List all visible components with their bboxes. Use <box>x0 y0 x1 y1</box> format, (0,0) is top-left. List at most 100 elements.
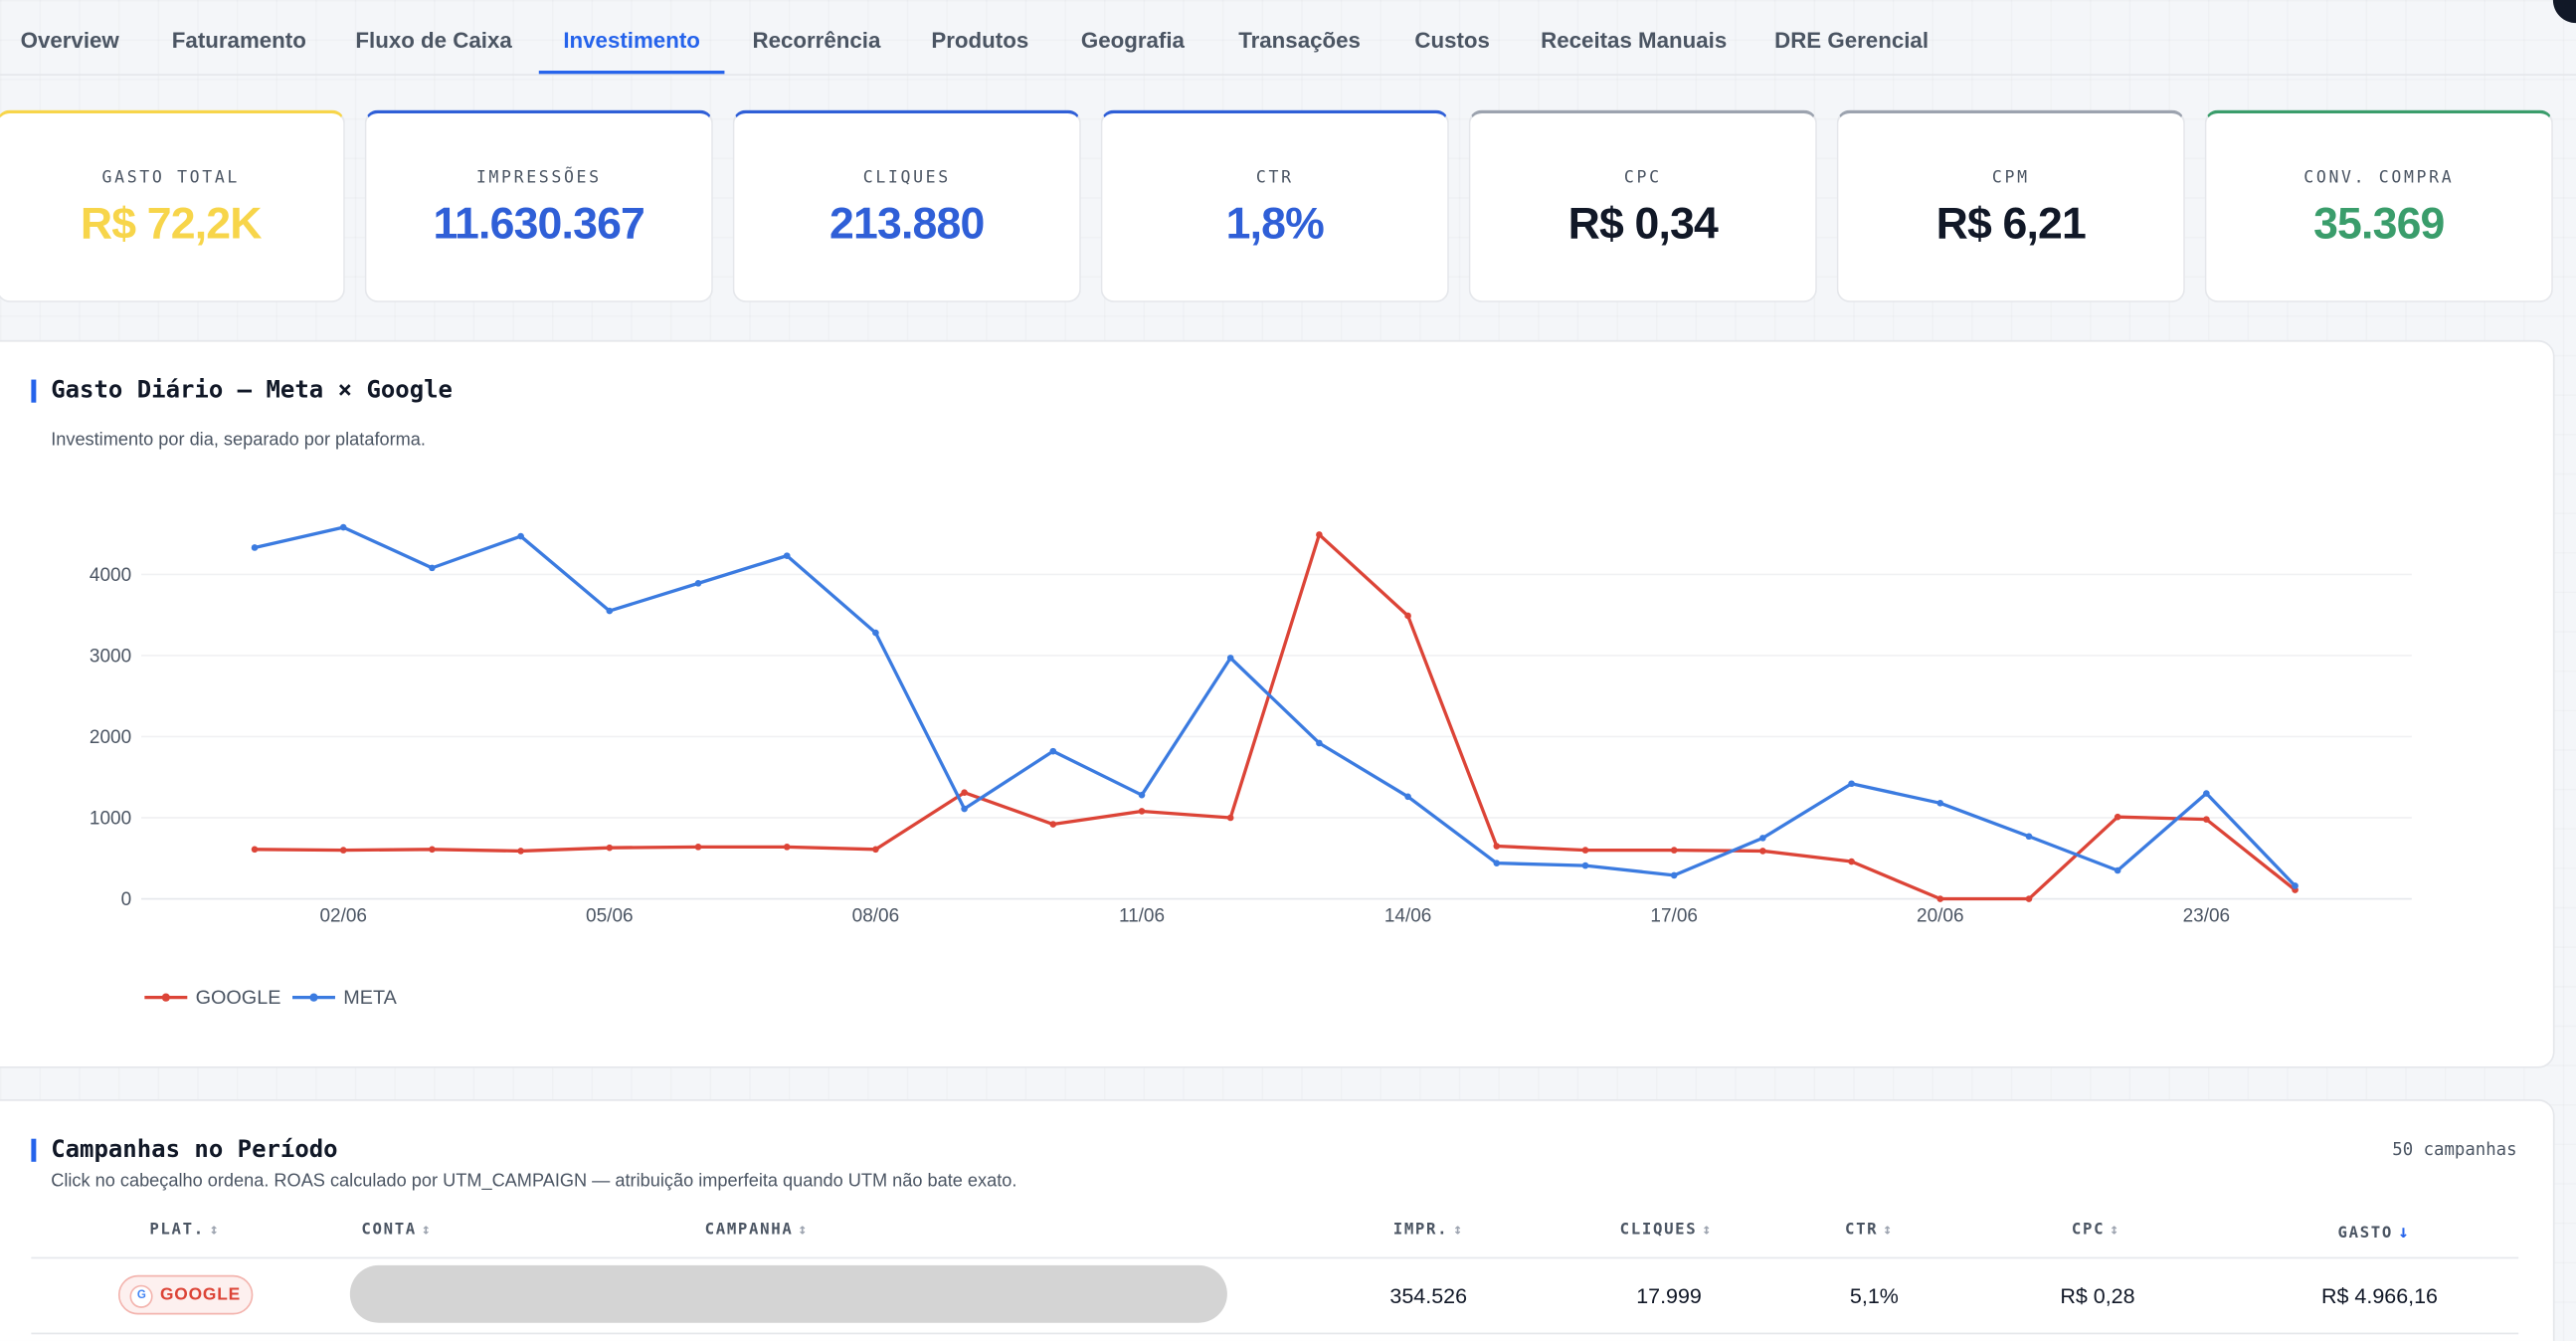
data-point-meta <box>1581 862 1589 869</box>
campaigns-subtitle: Click no cabeçalho ordena. ROAS calculad… <box>51 1171 1017 1192</box>
data-point-google <box>429 846 436 854</box>
col-header-gasto[interactable]: GASTO ↓ <box>2338 1221 2411 1242</box>
data-point-meta <box>2292 882 2299 889</box>
col-header-label: CTR <box>1844 1221 1879 1240</box>
kpi-value: R$ 6,21 <box>1935 198 2087 249</box>
data-point-google <box>1316 531 1323 538</box>
tab-receitas-manuais[interactable]: Receitas Manuais <box>1541 28 1728 53</box>
y-tick-label: 0 <box>121 889 132 910</box>
data-point-google <box>694 844 702 851</box>
x-tick-label: 08/06 <box>852 906 900 927</box>
tab-faturamento[interactable]: Faturamento <box>171 28 306 53</box>
col-header-label: CAMPANHA <box>704 1221 794 1240</box>
col-header-cpc[interactable]: CPC ↕ <box>2072 1221 2120 1239</box>
data-point-google <box>1759 848 1766 855</box>
sort-icon: ↕ <box>209 1222 221 1240</box>
data-point-google <box>251 846 259 854</box>
daily-spend-subtitle: Investimento por dia, separado por plata… <box>51 430 426 451</box>
col-header-cliques[interactable]: CLIQUES ↕ <box>1620 1221 1713 1239</box>
data-point-meta <box>2114 866 2121 874</box>
col-header-label: CONTA <box>361 1221 417 1240</box>
legend-label-meta: META <box>343 987 397 1009</box>
tab-recorrencia[interactable]: Recorrência <box>752 28 881 53</box>
x-tick-label: 02/06 <box>319 906 367 927</box>
cell-gasto: R$ 4.966,16 <box>2320 1283 2439 1308</box>
tab-geografia[interactable]: Geografia <box>1080 28 1185 53</box>
data-point-google <box>1848 858 1855 865</box>
data-point-meta <box>1936 800 1944 807</box>
col-header-label: IMPR. <box>1392 1221 1449 1240</box>
kpi-label: CLIQUES <box>862 169 951 188</box>
cell-cpc: R$ 0,28 <box>2060 1283 2135 1308</box>
data-point-meta <box>1759 835 1766 842</box>
kpi-card-cpm: CPM R$ 6,21 <box>1836 109 2185 302</box>
sort-icon: ↕ <box>1702 1222 1713 1240</box>
kpi-label: CTR <box>1255 169 1294 188</box>
kpi-value: R$ 72,2K <box>80 198 263 249</box>
col-header-label: PLAT. <box>149 1221 205 1240</box>
series-line-google <box>255 532 2297 901</box>
kpi-card-cpc: CPC R$ 0,34 <box>1468 109 1817 302</box>
col-header-conta[interactable]: CONTA ↕ <box>361 1221 432 1239</box>
data-point-google <box>606 844 614 852</box>
data-point-google <box>1049 821 1057 828</box>
x-tick-label: 05/06 <box>586 906 634 927</box>
sort-icon: ↕ <box>1883 1222 1894 1240</box>
google-icon: G <box>130 1284 154 1308</box>
y-tick-label: 1000 <box>90 809 131 830</box>
data-point-meta <box>872 629 879 637</box>
kpi-value: R$ 0,34 <box>1567 198 1719 249</box>
kpi-label: CONV. COMPRA <box>2303 169 2455 188</box>
x-tick-label: 23/06 <box>2183 906 2231 927</box>
kpi-value: 11.630.367 <box>433 198 645 249</box>
table-header-divider <box>31 1256 2519 1259</box>
col-header-impr[interactable]: IMPR. ↕ <box>1393 1221 1464 1239</box>
y-tick-label: 3000 <box>90 647 131 668</box>
tab-overview[interactable]: Overview <box>20 28 119 53</box>
data-point-google <box>1226 814 1234 822</box>
data-point-meta <box>1049 747 1057 755</box>
data-point-meta <box>783 552 791 559</box>
data-point-meta <box>517 532 524 540</box>
sort-icon: ↕ <box>798 1222 809 1240</box>
kpi-label: GASTO TOTAL <box>101 169 241 188</box>
data-point-meta <box>1493 860 1501 866</box>
col-header-ctr[interactable]: CTR ↕ <box>1845 1221 1894 1239</box>
kpi-value: 1,8% <box>1225 198 1325 249</box>
data-point-google <box>1493 843 1501 850</box>
tab-investimento[interactable]: Investimento <box>538 0 725 75</box>
data-point-google <box>2025 895 2033 902</box>
data-point-google <box>1138 808 1146 815</box>
tab-dre-gerencial[interactable]: DRE Gerencial <box>1774 28 1930 53</box>
col-header-plat[interactable]: PLAT. ↕ <box>149 1221 220 1239</box>
kpi-card-ctr: CTR 1,8% <box>1100 109 1449 302</box>
x-tick-label: 17/06 <box>1650 906 1698 927</box>
x-tick-label: 11/06 <box>1119 906 1165 927</box>
kpi-card-conv-compra: CONV. COMPRA 35.369 <box>2204 109 2553 302</box>
col-header-label: GASTO <box>2337 1224 2394 1243</box>
data-point-meta <box>1670 871 1678 879</box>
tab-produtos[interactable]: Produtos <box>931 28 1029 53</box>
legend-marker-meta <box>309 993 318 1002</box>
data-point-meta <box>429 564 436 572</box>
y-tick-label: 4000 <box>90 565 131 586</box>
kpi-label: CPM <box>1991 169 2030 188</box>
legend-label-google: GOOGLE <box>196 987 281 1009</box>
tab-custos[interactable]: Custos <box>1414 28 1490 53</box>
data-point-meta <box>1226 655 1234 662</box>
campaigns-title: Campanhas no Período <box>31 1138 338 1162</box>
col-header-label: CPC <box>2071 1221 2106 1240</box>
corner-badge <box>2552 0 2576 24</box>
data-point-meta <box>2203 790 2210 797</box>
data-point-google <box>1581 847 1589 854</box>
tab-bar: Overview Faturamento Fluxo de Caixa Inve… <box>0 0 2576 76</box>
cell-impr: 354.526 <box>1389 1283 1468 1308</box>
col-header-campanha[interactable]: CAMPANHA ↕ <box>705 1221 809 1239</box>
data-point-meta <box>251 544 259 551</box>
data-point-google <box>872 846 879 854</box>
kpi-card-cliques: CLIQUES 213.880 <box>732 109 1081 302</box>
tab-fluxo-de-caixa[interactable]: Fluxo de Caixa <box>355 28 512 53</box>
data-point-meta <box>2025 833 2033 841</box>
tab-transacoes[interactable]: Transações <box>1238 28 1361 53</box>
